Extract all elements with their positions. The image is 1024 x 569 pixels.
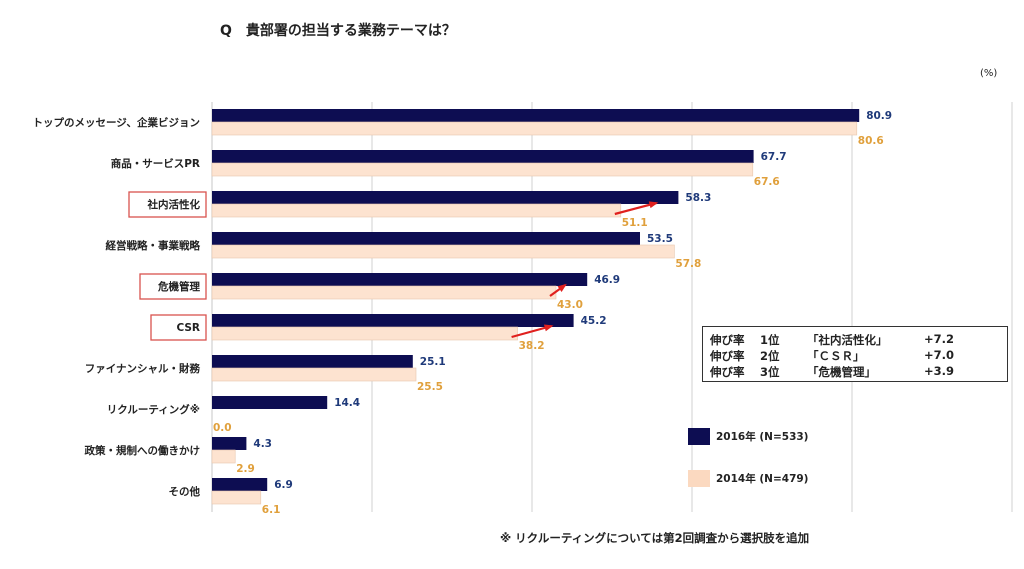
growth-label: 伸び率 <box>710 333 745 347</box>
growth-arrowhead <box>543 324 554 332</box>
bar-2016 <box>212 478 268 491</box>
growth-item: 「危機管理」 <box>807 365 876 379</box>
bar-2014 <box>211 449 236 464</box>
highlight-box <box>150 314 207 341</box>
bar-2016 <box>212 355 413 368</box>
growth-item: 「社内活性化」 <box>807 333 888 347</box>
bar-2016 <box>212 314 574 327</box>
growth-rate-box: 伸び率 1位 「社内活性化」 +7.2 伸び率 2位 「ＣＳＲ」 +7.0 伸び率 3位 「危機管理… <box>702 326 1008 382</box>
bar-2014 <box>211 162 754 177</box>
growth-rank: 2位 <box>760 349 780 363</box>
bar-2014 <box>211 367 417 382</box>
value-label-2014: 57.8 <box>675 258 701 270</box>
category-label: リクルーティング※ <box>107 403 200 416</box>
bar-2014 <box>211 490 262 505</box>
bar-2014 <box>211 244 675 259</box>
value-label-2016: 46.9 <box>594 274 620 286</box>
highlight-box <box>128 191 207 218</box>
value-label-2016: 80.9 <box>866 110 892 122</box>
growth-arrow <box>614 201 657 216</box>
growth-row: 伸び率 3位 「危機管理」 +3.9 <box>710 364 1007 380</box>
legend-item-2014: 2014年 (N=479) <box>688 470 808 487</box>
value-label-2014: 67.6 <box>754 176 780 188</box>
growth-delta: +7.2 <box>924 332 955 346</box>
value-label-2016: 67.7 <box>761 151 787 163</box>
bar-2014 <box>211 326 518 341</box>
unit-label: (%) <box>980 68 998 79</box>
bar-2016 <box>212 273 588 286</box>
chart-question-title: Q 貴部署の担当する業務テーマは？ <box>220 23 456 39</box>
footnote: ※ リクルーティングについては第2回調査から選択肢を追加 <box>500 531 810 545</box>
growth-rank: 1位 <box>760 333 780 347</box>
bar-2014 <box>211 121 858 136</box>
bar-2014 <box>211 285 557 300</box>
growth-delta: +7.0 <box>924 348 955 362</box>
bar-2014 <box>211 203 622 218</box>
value-label-2014: 25.5 <box>417 381 443 393</box>
bar-2016 <box>212 109 860 122</box>
category-label: 危機管理 <box>157 280 200 293</box>
growth-delta: +3.9 <box>924 364 955 378</box>
bar-2016 <box>212 437 247 450</box>
legend-label-2014: 2014年 (N=479) <box>716 473 809 485</box>
value-label-2014: 51.1 <box>622 217 648 229</box>
category-label: 商品・サービスPR <box>111 157 200 170</box>
category-label: 社内活性化 <box>147 198 201 211</box>
value-label-2016: 4.3 <box>253 438 272 450</box>
legend-swatch-2016 <box>688 428 710 445</box>
bar-2016 <box>212 396 328 409</box>
category-label: CSR <box>176 322 200 334</box>
legend-item-2016: 2016年 (N=533) <box>688 428 808 445</box>
category-label: 政策・規制への働きかけ <box>85 444 201 457</box>
growth-arrowhead <box>648 201 659 209</box>
growth-row: 伸び率 1位 「社内活性化」 +7.2 <box>710 332 1007 348</box>
category-label: その他 <box>169 485 201 498</box>
category-label: トップのメッセージ、企業ビジョン <box>33 116 200 129</box>
value-label-2014: 2.9 <box>236 463 255 475</box>
value-label-2016: 6.9 <box>274 479 293 491</box>
value-label-2016: 53.5 <box>647 233 673 245</box>
value-label-2014: 6.1 <box>262 504 281 516</box>
value-label-2014: 80.6 <box>858 135 884 147</box>
value-label-2014: 0.0 <box>213 422 232 434</box>
highlight-box <box>139 273 207 300</box>
growth-arrowhead <box>557 283 567 292</box>
bar-2016 <box>212 232 640 245</box>
value-label-2016: 14.4 <box>334 397 360 409</box>
category-label: ファイナンシャル・財務 <box>85 362 201 375</box>
bar-2016 <box>212 150 754 163</box>
value-label-2014: 38.2 <box>519 340 545 352</box>
legend-swatch-2014 <box>688 470 710 487</box>
category-label: 経営戦略・事業戦略 <box>106 239 201 252</box>
growth-rank: 3位 <box>760 365 780 379</box>
value-label-2016: 45.2 <box>581 315 607 327</box>
bar-2016 <box>212 191 679 204</box>
value-label-2016: 25.1 <box>420 356 446 368</box>
growth-label: 伸び率 <box>710 349 745 363</box>
value-label-2016: 58.3 <box>685 192 711 204</box>
value-label-2014: 43.0 <box>557 299 583 311</box>
growth-row: 伸び率 2位 「ＣＳＲ」 +7.0 <box>710 348 1007 364</box>
growth-item: 「ＣＳＲ」 <box>807 349 865 363</box>
legend-label-2016: 2016年 (N=533) <box>716 431 809 443</box>
growth-label: 伸び率 <box>710 365 745 379</box>
